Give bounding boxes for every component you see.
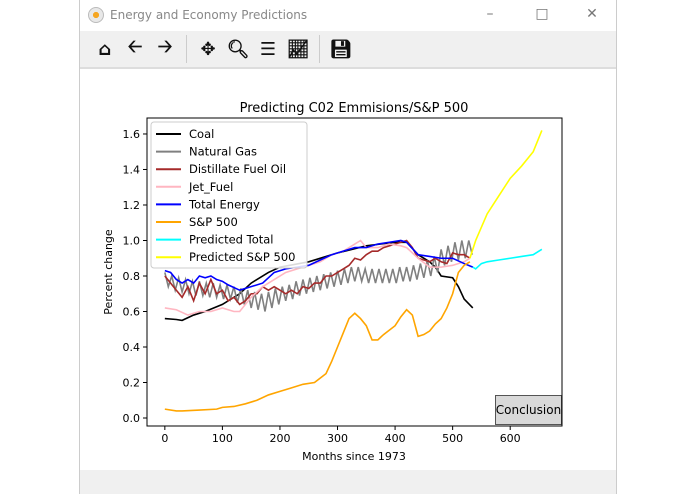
legend-label: Natural Gas [189, 145, 257, 159]
legend-label: Predicted Total [189, 233, 274, 247]
x-tick-label: 600 [500, 432, 521, 445]
save-icon[interactable]: 💾︎ [329, 38, 353, 60]
home-icon[interactable]: ⌂ [98, 38, 112, 60]
close-icon[interactable]: ✕ [586, 6, 598, 22]
app-logo-icon [88, 7, 104, 23]
legend-label: Predicted S&P 500 [189, 250, 295, 264]
legend-label: Coal [189, 127, 214, 141]
legend-box [150, 121, 308, 269]
y-tick-label: 0.4 [123, 341, 141, 354]
window-title: Energy and Economy Predictions [110, 8, 308, 22]
maximize-icon[interactable]: □ [535, 6, 549, 22]
subplots-icon[interactable]: ☰ [259, 38, 277, 60]
y-axis-label: Percent change [102, 229, 115, 315]
series-line-jet-fuel [164, 239, 471, 316]
legend-label: Jet_Fuel [188, 180, 233, 194]
y-tick-label: 1.6 [123, 128, 141, 141]
x-tick-label: 200 [269, 432, 290, 445]
y-tick-label: 0.6 [123, 305, 141, 318]
x-tick-label: 0 [161, 432, 168, 445]
back-arrow-icon[interactable]: 🡠 [127, 36, 143, 57]
x-tick-label: 300 [327, 432, 348, 445]
app-window: Energy and Economy Predictions – □ ✕ ⌂ 🡠… [79, 0, 617, 494]
x-tick-label: 500 [442, 432, 463, 445]
y-tick-label: 0.0 [123, 412, 141, 425]
pan-icon[interactable]: ✥ [200, 38, 216, 60]
forward-arrow-icon[interactable]: 🡢 [157, 36, 173, 57]
series-line-predicted-total [472, 248, 543, 270]
toolbar: ⌂ 🡠 🡢 ✥ 🔍︎ ☰ 📈︎ 💾︎ [80, 31, 616, 69]
y-tick-label: 0.8 [123, 270, 141, 283]
edit-axes-icon[interactable]: 📈︎ [286, 38, 310, 60]
series-line-s-p-500 [164, 261, 471, 412]
x-axis-label: Months since 1973 [302, 450, 406, 463]
y-tick-label: 1.2 [123, 199, 141, 212]
minimize-icon[interactable]: – [486, 6, 494, 22]
legend-label: S&P 500 [189, 215, 238, 229]
y-tick-label: 1.4 [123, 163, 141, 176]
series-line-predicted-s-p-500 [469, 130, 543, 259]
y-tick-label: 0.2 [123, 377, 141, 390]
title-bar: Energy and Economy Predictions – □ ✕ [80, 0, 616, 30]
plot-frame [146, 117, 563, 427]
toolbar-divider [186, 35, 187, 63]
conclusion-button[interactable]: Conclusion [495, 395, 562, 425]
legend: Coal Natural Gas Distillate Fuel Oil Jet_Fu… [150, 121, 308, 269]
x-tick-label: 400 [385, 432, 406, 445]
toolbar-divider [319, 35, 320, 63]
zoom-icon[interactable]: 🔍︎ [226, 38, 250, 60]
x-tick-label: 100 [212, 432, 233, 445]
y-tick-label: 1.0 [123, 234, 141, 247]
legend-label: Total Energy [188, 197, 260, 211]
status-bar [80, 470, 616, 494]
legend-label: Distillate Fuel Oil [189, 162, 286, 176]
chart-title: Predicting C02 Emmisions/S&P 500 [240, 101, 469, 116]
